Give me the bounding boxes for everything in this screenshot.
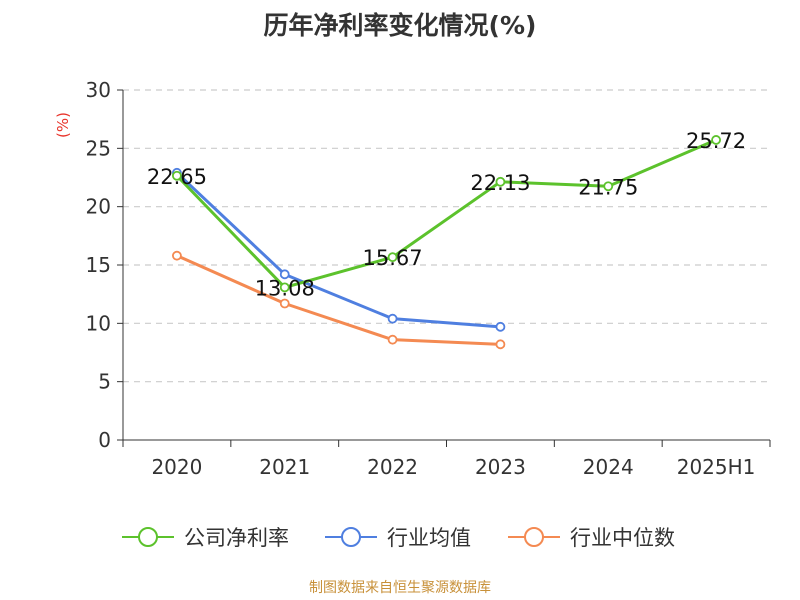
- data-point: [279, 282, 290, 293]
- data-point: [387, 252, 398, 263]
- data-label: 22.65: [147, 165, 207, 189]
- x-tick-label: 2024: [583, 455, 634, 479]
- data-label: 15.67: [363, 246, 423, 270]
- y-axis-label: (%): [54, 112, 72, 138]
- data-point: [387, 334, 398, 345]
- data-point: [495, 321, 506, 332]
- y-tick-label: 10: [86, 311, 111, 335]
- y-tick-label: 20: [86, 195, 111, 219]
- data-point: [495, 176, 506, 187]
- legend-item-company[interactable]: 公司净利率: [120, 520, 289, 554]
- x-tick-label: 2023: [475, 455, 526, 479]
- data-point: [172, 170, 182, 181]
- x-tick-label: 2021: [259, 455, 310, 479]
- y-tick-label: 5: [98, 370, 111, 394]
- data-point: [387, 313, 398, 324]
- y-tick-label: 25: [86, 136, 111, 160]
- data-point: [279, 298, 290, 309]
- data-point: [711, 135, 721, 145]
- legend-marker-industry-mean: [325, 527, 377, 547]
- data-source-note: 制图数据来自恒生聚源数据库: [309, 580, 491, 596]
- x-tick-label: 2020: [151, 455, 202, 479]
- x-tick-label: 2022: [367, 455, 418, 479]
- data-point: [172, 250, 182, 261]
- data-label: 21.75: [578, 175, 638, 199]
- legend-item-industry-mean[interactable]: 行业均值: [323, 520, 471, 554]
- data-label: 25.72: [686, 129, 746, 153]
- legend-marker-industry-median: [508, 527, 560, 547]
- series-line: [175, 138, 717, 289]
- chart-title: 历年净利率变化情况(%): [263, 11, 537, 40]
- y-tick-label: 0: [98, 428, 111, 452]
- series-line: [175, 171, 501, 329]
- y-tick-label: 15: [86, 253, 111, 277]
- legend-item-industry-median[interactable]: 行业中位数: [506, 520, 675, 554]
- data-point: [495, 339, 506, 350]
- legend-label-company: 公司净利率: [184, 526, 289, 550]
- y-tick-label: 30: [86, 78, 111, 102]
- data-point: [279, 269, 290, 280]
- legend-label-industry-median: 行业中位数: [570, 526, 675, 550]
- data-point: [603, 181, 614, 192]
- legend-marker-company: [122, 527, 174, 547]
- legend-label-industry-mean: 行业均值: [387, 526, 471, 550]
- x-tick-label: 2025H1: [677, 455, 756, 479]
- data-label: 13.08: [255, 276, 315, 300]
- series-line: [176, 254, 501, 346]
- chart-legend: 公司净利率 行业均值 行业中位数: [0, 520, 800, 554]
- data-label: 22.13: [470, 171, 530, 195]
